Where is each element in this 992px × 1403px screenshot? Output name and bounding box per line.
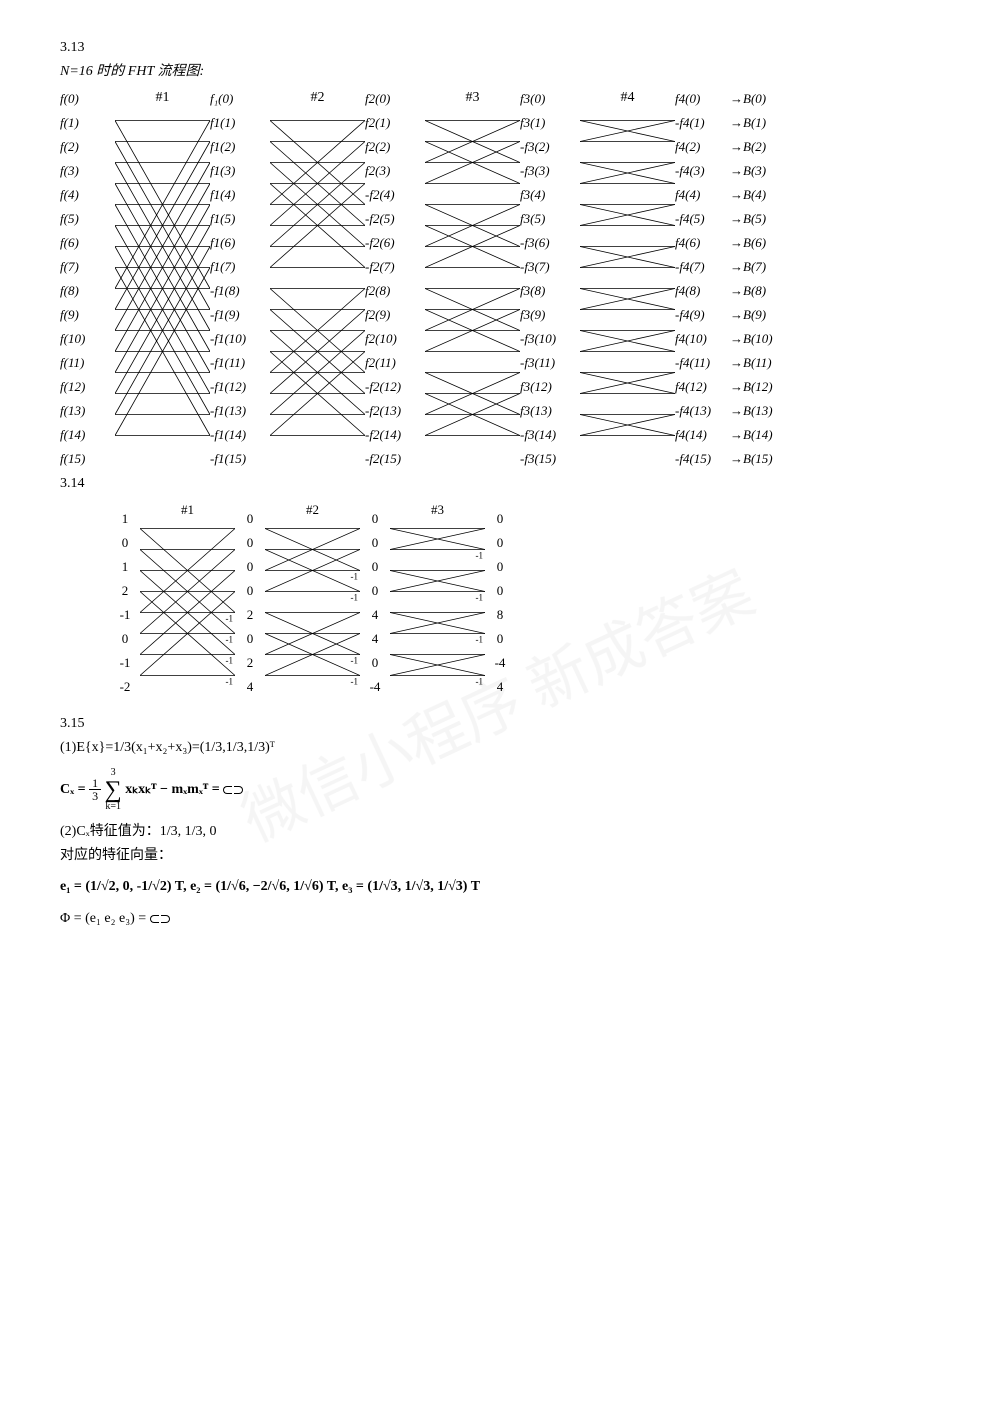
svg-text:-1: -1 xyxy=(351,656,359,666)
p315-line1: (1)E{x}=1/3(x₁+x₂+x₃)=(1/3,1/3,1/3)ᵀ xyxy=(60,736,932,760)
section-313-title: N=16 时的 FHT 流程图: xyxy=(60,60,932,80)
stage-header-3: #3 xyxy=(425,90,520,106)
stage-header-3: #3 xyxy=(390,502,485,518)
stage-header-4: #4 xyxy=(580,90,675,106)
col-3: 000080-44 xyxy=(485,506,515,698)
p315-Cx: Cₓ = 1 3 3 ∑ k=1 xₖxₖᵀ − mₓmₓᵀ = xyxy=(60,768,932,812)
section-315-num: 3.15 xyxy=(60,716,932,732)
section-315-body: (1)E{x}=1/3(x₁+x₂+x₃)=(1/3,1/3,1/3)ᵀ Cₓ … xyxy=(60,736,932,931)
Phi-lhs: Φ = (e₁ e₂ e₃) = xyxy=(60,911,150,926)
svg-text:-1: -1 xyxy=(226,635,234,645)
stage-header-1: #1 xyxy=(140,502,235,518)
bf-stage2: -1 -1 -1 -1 xyxy=(265,518,360,686)
col-f1: f₁(0)f1(1)f1(2)f1(3)f1(4)f1(5)f1(6)f1(7)… xyxy=(210,86,270,470)
col-B: →B(0)→B(1)→B(2)→B(3)→B(4)→B(5)→B(6)→B(7)… xyxy=(730,86,800,470)
svg-text:-1: -1 xyxy=(226,614,234,624)
Cx-matrix xyxy=(223,786,243,794)
svg-text:-1: -1 xyxy=(476,635,484,645)
bf-stage2 xyxy=(270,110,365,446)
stage-header-2: #2 xyxy=(270,90,365,106)
fht-313-grid: f(0)f(1)f(2)f(3)f(4)f(5)f(6)f(7)f(8)f(9)… xyxy=(60,110,932,446)
Cx-mid: xₖxₖᵀ − mₓmₓᵀ = xyxy=(125,782,223,797)
svg-text:-1: -1 xyxy=(351,593,359,603)
svg-text:-1: -1 xyxy=(476,677,484,687)
col-1: 00002024 xyxy=(235,506,265,698)
col-f: f(0)f(1)f(2)f(3)f(4)f(5)f(6)f(7)f(8)f(9)… xyxy=(60,86,115,470)
bf-stage1: -1 -1 -1 -1 xyxy=(140,518,235,686)
p315-line2b: 对应的特征向量： xyxy=(60,844,932,868)
Phi-matrix xyxy=(150,915,170,923)
svg-text:-1: -1 xyxy=(476,551,484,561)
fht-313: #1 #2 #3 #4 f(0)f(1)f(2)f(3)f(4)f(5)f(6)… xyxy=(60,90,932,446)
col-f4: f4(0)-f4(1)f4(2)-f4(3)f4(4)-f4(5)f4(6)-f… xyxy=(675,86,730,470)
col-f2: f2(0)f2(1)f2(2)f2(3)-f2(4)-f2(5)-f2(6)-f… xyxy=(365,86,425,470)
p315-Phi: Φ = (e₁ e₂ e₃) = xyxy=(60,907,932,931)
section-313-num: 3.13 xyxy=(60,40,932,56)
col-in: 1012-10-1-2 xyxy=(110,506,140,698)
section-314-num: 3.14 xyxy=(60,476,932,492)
svg-text:-1: -1 xyxy=(476,593,484,603)
p315-line2a: (2)Cₓ特征值为：1/3, 1/3, 0 xyxy=(60,820,932,844)
svg-text:-1: -1 xyxy=(226,656,234,666)
bf-stage1 xyxy=(115,110,210,446)
dht-314: #1 #2 #3 1012-10-1-2 -1-1-1-100002024 -1… xyxy=(110,502,932,686)
bf-stage3 xyxy=(425,110,520,446)
svg-text:-1: -1 xyxy=(351,677,359,687)
svg-text:-1: -1 xyxy=(351,572,359,582)
col-f3: f3(0)f3(1)-f3(2)-f3(3)f3(4)f3(5)-f3(6)-f… xyxy=(520,86,580,470)
stage-header-2: #2 xyxy=(265,502,360,518)
sum-symbol: 3 ∑ k=1 xyxy=(105,768,122,812)
dht-314-grid: 1012-10-1-2 -1-1-1-100002024 -1-1-1-1000… xyxy=(110,518,932,686)
bf-stage3: -1 -1 -1 -1 xyxy=(390,518,485,686)
bf-stage4 xyxy=(580,110,675,446)
dht-314-headers: #1 #2 #3 xyxy=(110,502,932,518)
svg-text:-1: -1 xyxy=(226,677,234,687)
fht-313-headers: #1 #2 #3 #4 xyxy=(60,90,932,106)
p315-eigs: e₁ = (1/√2, 0, -1/√2) T, e₂ = (1/√6, −2/… xyxy=(60,875,932,899)
stage-header-1: #1 xyxy=(115,90,210,106)
Cx-lhs: Cₓ = xyxy=(60,782,89,797)
col-2: 0000440-4 xyxy=(360,506,390,698)
frac-1-3: 1 3 xyxy=(89,777,101,802)
